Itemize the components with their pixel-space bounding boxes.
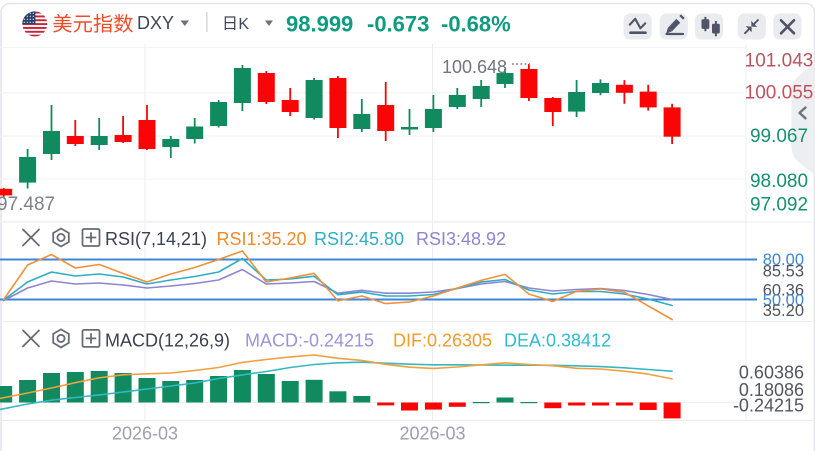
svg-text:50.00: 50.00	[763, 291, 804, 309]
svg-text:97.487: 97.487	[0, 194, 55, 215]
svg-text:-0.68%: -0.68%	[441, 11, 511, 36]
svg-text:-0.673: -0.673	[367, 11, 429, 36]
svg-text:100.648: 100.648	[442, 57, 507, 77]
svg-text:85.53: 85.53	[763, 262, 804, 280]
svg-text:RSI(7,14,21): RSI(7,14,21)	[105, 229, 207, 249]
svg-text:DXY: DXY	[137, 13, 174, 33]
svg-text:MACD(12,26,9): MACD(12,26,9)	[105, 331, 230, 351]
svg-text:RSI3:48.92: RSI3:48.92	[416, 229, 506, 249]
svg-text:0.60386: 0.60386	[739, 363, 804, 383]
svg-text:60.36: 60.36	[763, 282, 804, 300]
svg-text:97.092: 97.092	[750, 195, 808, 216]
svg-text:MACD:-0.24215: MACD:-0.24215	[245, 331, 374, 351]
svg-text:99.067: 99.067	[750, 126, 808, 147]
svg-text:0.18086: 0.18086	[739, 380, 804, 400]
svg-text:98.080: 98.080	[750, 171, 808, 192]
svg-text:80.00: 80.00	[763, 251, 804, 269]
svg-text:-0.24215: -0.24215	[733, 396, 804, 416]
svg-text:101.043: 101.043	[745, 51, 814, 72]
svg-text:35.20: 35.20	[763, 302, 804, 320]
svg-text:RSI2:45.80: RSI2:45.80	[314, 229, 404, 249]
svg-text:98.999: 98.999	[286, 11, 353, 36]
svg-text:DIF:0.26305: DIF:0.26305	[393, 331, 492, 351]
svg-text:DEA:0.38412: DEA:0.38412	[504, 331, 611, 351]
svg-text:2026-03: 2026-03	[112, 424, 178, 444]
svg-text:100.055: 100.055	[745, 83, 814, 104]
svg-text:RSI1:35.20: RSI1:35.20	[217, 229, 307, 249]
svg-text:K: K	[238, 16, 249, 33]
svg-text:2026-03: 2026-03	[399, 424, 465, 444]
